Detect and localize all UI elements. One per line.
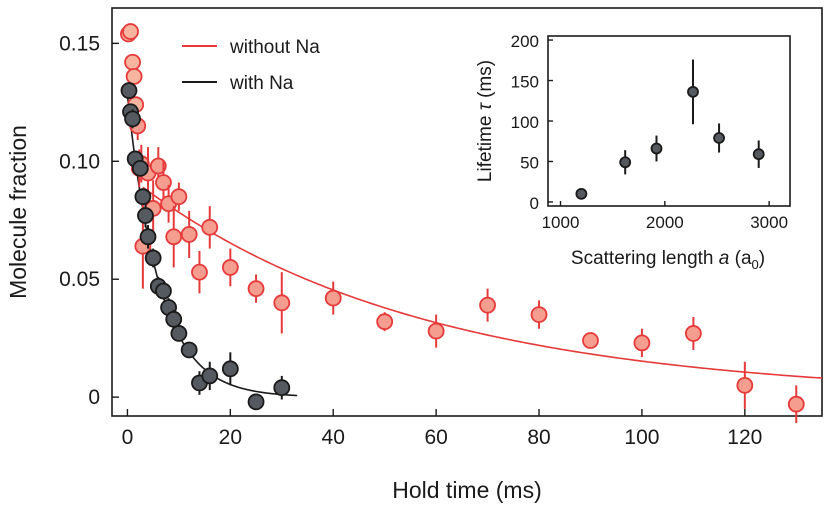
without-na-point [149,157,167,175]
main-chart: 0 20 40 60 80 100 120 0 0.05 0.10 0.15 Hold time … [5,7,823,503]
without-na-point [530,306,548,323]
with-na-point [221,360,239,378]
with-na-point [131,159,149,177]
without-na-point [633,334,651,352]
inset-y-tick-label: 50 [520,153,539,172]
main-x-axis-title: Hold time (ms) [392,477,542,503]
main-x-tick-label: 40 [322,426,345,449]
main-data-points [120,23,805,424]
main-x-tick-label: 60 [424,426,447,449]
main-x-tick-label: 80 [527,426,550,449]
inset-lifetime-point [619,156,632,169]
with-na-point [170,325,188,342]
main-legend: without Na with Na [182,37,320,94]
main-y-axis-title: Molecule fraction [5,125,31,299]
main-x-ticks: 0 20 40 60 80 100 120 [122,409,762,449]
main-y-ticks: 0 0.05 0.10 0.15 [59,32,119,409]
inset-lifetime-point [752,148,765,161]
with-na-point [180,341,198,359]
with-na-point [155,282,172,300]
without-na-point [180,226,198,243]
with-na-point [124,110,141,128]
inset-x-tick-label: 1000 [542,213,580,232]
inset-y-tick-label: 200 [511,32,539,51]
with-na-point [139,228,157,246]
with-na-point [120,82,138,99]
main-y-tick-label: 0 [88,386,100,409]
inset-lifetime-point [650,142,663,155]
main-x-tick-label: 0 [122,426,134,449]
without-na-point [191,263,208,281]
without-na-point [427,322,445,340]
inset-x-tick-label: 3000 [750,213,788,232]
without-na-point [376,313,394,331]
inset-y-tick-label: 150 [511,73,539,92]
without-na-point [221,259,239,276]
without-na-point [324,289,342,307]
with-na-point [247,393,265,411]
inset-lifetime-point [575,187,588,200]
without-na-point [155,174,172,191]
with-na-point [137,207,154,224]
without-na-point [201,218,219,236]
without-na-point [787,395,805,413]
inset-chart: 1000 2000 3000 0 50 100 150 200 Scattering len… [475,32,791,272]
without-na-point [125,67,143,85]
inset-y-tick-label: 0 [530,194,539,213]
inset-x-ticks: 1000 2000 3000 [542,201,788,232]
with-na-point [201,367,219,385]
with-na-point [165,310,183,328]
inset-y-tick-label: 100 [511,113,539,132]
main-y-tick-label: 0.05 [59,268,100,291]
without-na-point [165,228,183,246]
without-na-point [124,53,141,71]
inset-y-axis-title: Lifetime τ (ms) [475,60,496,182]
main-y-tick-label: 0.15 [59,32,100,55]
without-na-point [582,332,599,349]
main-x-tick-label: 100 [624,426,659,449]
without-na-point [122,23,139,40]
fit-curve-without-na [142,186,823,379]
without-na-point [479,296,496,314]
inset-x-axis-title: Scattering length a (a0) [571,248,765,272]
main-x-tick-label: 20 [219,426,242,449]
without-na-point [170,188,188,206]
main-x-tick-label: 120 [727,426,762,449]
with-na-point [134,188,152,206]
inset-lifetime-point [713,132,725,144]
main-plot-frame [111,7,823,417]
inset-plot-frame [547,35,791,207]
with-na-point [273,379,291,397]
without-na-point [736,376,754,394]
inset-data-points [575,59,765,200]
legend-label-with-na: with Na [229,73,294,94]
inset-lifetime-point [687,85,699,98]
with-na-point [144,249,162,267]
without-na-point [684,325,702,342]
main-y-tick-label: 0.10 [59,150,100,173]
without-na-point [273,294,291,312]
fit-curve-with-na [126,95,298,397]
inset-y-ticks: 0 50 100 150 200 [511,32,553,213]
without-na-point [247,280,265,298]
legend-label-without-na: without Na [229,37,320,58]
inset-x-tick-label: 2000 [646,213,684,232]
